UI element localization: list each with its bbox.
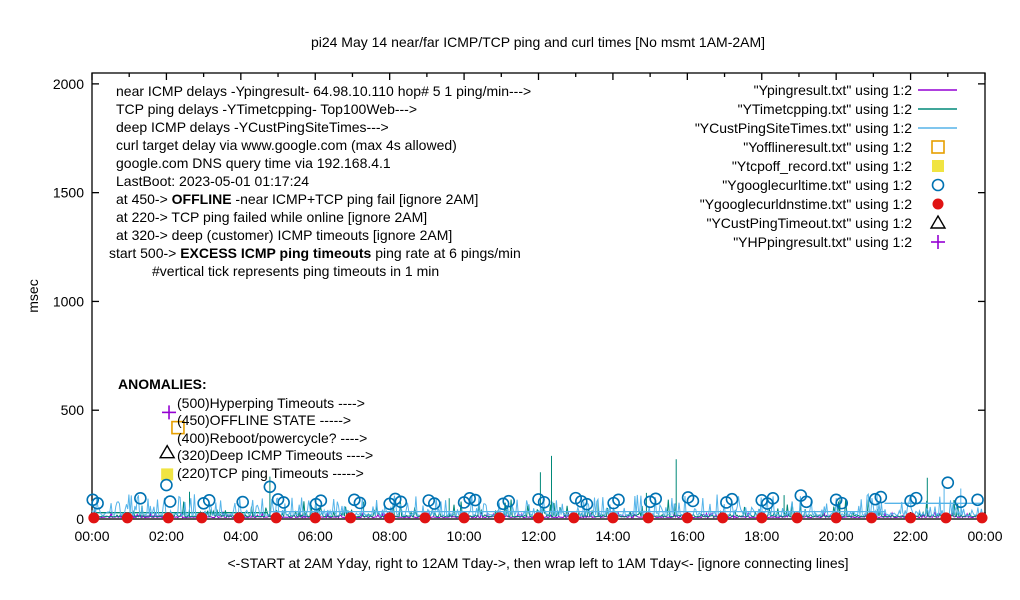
annotation-text: LastBoot: 2023-05-01 01:17:24 — [116, 173, 309, 189]
legend-label-Ypingresult: "Ypingresult.txt" using 1:2 — [754, 82, 913, 98]
annotation-text: TCP ping delays -YTimetcpping- Top100Web… — [116, 101, 417, 117]
legend-label-YCustPingTimeout: "YCustPingTimeout.txt" using 1:2 — [706, 215, 912, 231]
annotation-text: (220)TCP ping Timeouts -----> — [177, 465, 364, 481]
annotation-text: (450)OFFLINE STATE -----> — [177, 412, 351, 428]
legend-label-YHPpingresult: "YHPpingresult.txt" using 1:2 — [733, 234, 912, 250]
x-tick-label: 20:00 — [819, 528, 854, 544]
x-tick-label: 18:00 — [744, 528, 779, 544]
annotation-text: near ICMP delays -Ypingresult- 64.98.10.… — [116, 83, 531, 99]
x-tick-label: 16:00 — [670, 528, 705, 544]
y-axis-label: msec — [25, 279, 41, 312]
chart-title: pi24 May 14 near/far ICMP/TCP ping and c… — [311, 34, 765, 50]
y-tick-label: 2000 — [53, 76, 84, 92]
x-axis-label: <-START at 2AM Yday, right to 12AM Tday-… — [227, 555, 848, 571]
annotation-text: curl target delay via www.google.com (ma… — [116, 137, 457, 153]
annotation-text: (500)Hyperping Timeouts ----> — [177, 395, 365, 411]
x-tick-label: 10:00 — [447, 528, 482, 544]
y-tick-label: 0 — [76, 511, 84, 527]
y-tick-label: 1000 — [53, 293, 84, 309]
legend-label-YCustPingSiteTimes: "YCustPingSiteTimes.txt" using 1:2 — [695, 120, 912, 136]
annotation-text: deep ICMP delays -YCustPingSiteTimes---> — [116, 119, 389, 135]
x-tick-label: 08:00 — [372, 528, 407, 544]
y-tick-label: 1500 — [53, 185, 84, 201]
series-Ygooglecurldnstime — [88, 512, 988, 524]
legend-label-Ygooglecurldnstime: "Ygooglecurldnstime.txt" using 1:2 — [700, 196, 912, 212]
x-tick-label: 06:00 — [298, 528, 333, 544]
series-Ytcpoff_record — [161, 468, 174, 481]
annotation-text: start 500-> EXCESS ICMP ping timeouts pi… — [109, 245, 521, 261]
series-Ygooglecurltime — [86, 476, 984, 511]
annotation-text: at 220-> TCP ping failed while online [i… — [116, 209, 427, 225]
annotation-text: at 320-> deep (customer) ICMP timeouts [… — [116, 227, 452, 243]
legend: "Ypingresult.txt" using 1:2 "YTimetcpping… — [695, 82, 957, 250]
x-tick-label: 14:00 — [595, 528, 630, 544]
annotation-text: google.com DNS query time via 192.168.4.… — [116, 155, 391, 171]
x-tick-label: 22:00 — [893, 528, 928, 544]
legend-label-Ygooglecurltime: "Ygooglecurltime.txt" using 1:2 — [722, 177, 912, 193]
annotation-text: (400)Reboot/powercycle? ----> — [177, 430, 367, 446]
x-tick-label: 00:00 — [74, 528, 109, 544]
x-tick-label: 04:00 — [223, 528, 258, 544]
annotation-text: ANOMALIES: — [118, 376, 207, 392]
x-tick-label: 00:00 — [967, 528, 1002, 544]
legend-label-Ytcpoff_record: "Ytcpoff_record.txt" using 1:2 — [732, 158, 912, 174]
annotation-text: (320)Deep ICMP Timeouts ----> — [177, 447, 373, 463]
series-YCustPingTimeout — [158, 444, 176, 459]
annotation-text: #vertical tick represents ping timeouts … — [152, 263, 439, 279]
annotation-text: at 450-> OFFLINE -near ICMP+TCP ping fai… — [116, 191, 478, 207]
series-YHPpingresult — [162, 405, 177, 420]
legend-label-Yofflineresult: "Yofflineresult.txt" using 1:2 — [743, 139, 912, 155]
y-tick-label: 500 — [61, 402, 85, 418]
series-Yofflineresult — [171, 420, 185, 435]
x-tick-label: 02:00 — [149, 528, 184, 544]
plot-annotations: near ICMP delays -Ypingresult- 64.98.10.… — [109, 83, 531, 481]
legend-label-YTimetcpping: "YTimetcpping.txt" using 1:2 — [738, 101, 913, 117]
x-tick-label: 12:00 — [521, 528, 556, 544]
